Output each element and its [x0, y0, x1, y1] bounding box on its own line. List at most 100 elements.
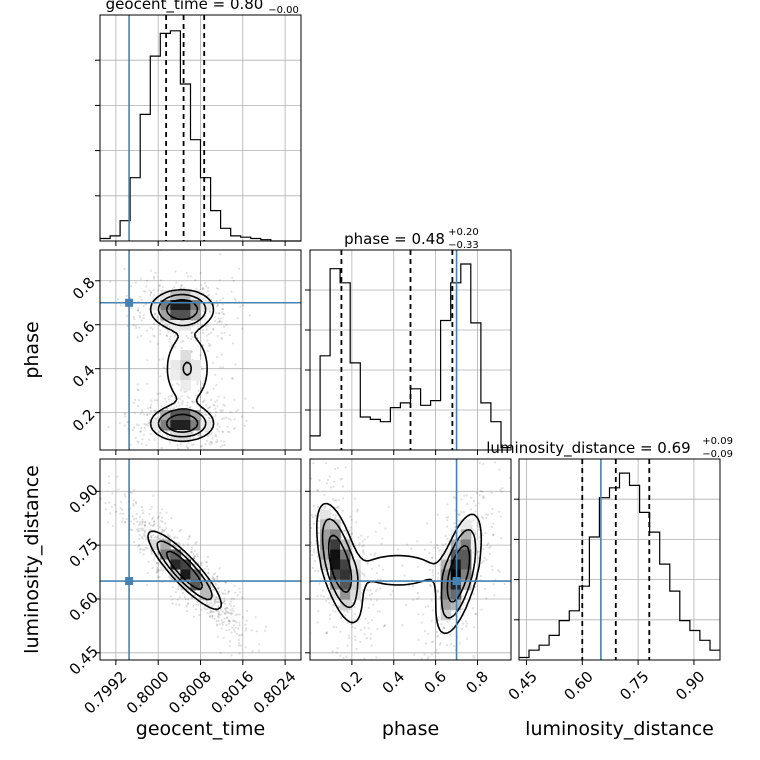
scatter-point	[228, 602, 231, 606]
scatter-point	[482, 559, 485, 563]
scatter-point	[215, 287, 219, 290]
scatter-point	[486, 513, 490, 516]
scatter-point	[343, 529, 347, 532]
scatter-point	[126, 420, 129, 423]
scatter-point	[355, 647, 358, 651]
scatter-point	[436, 630, 439, 634]
density-cell	[320, 529, 331, 540]
scatter-point	[472, 551, 475, 554]
scatter-point	[216, 399, 219, 402]
scatter-point	[484, 532, 487, 535]
scatter-point	[209, 344, 212, 347]
scatter-point	[227, 622, 231, 625]
scatter-point	[428, 552, 431, 555]
scatter-point	[178, 542, 181, 545]
scatter-point	[209, 611, 212, 614]
scatter-point	[307, 508, 309, 510]
scatter-point	[232, 427, 235, 430]
scatter-point	[305, 528, 307, 530]
scatter-point	[138, 430, 142, 433]
scatter-point	[336, 505, 339, 508]
scatter-point	[217, 312, 220, 315]
scatter-point	[117, 488, 120, 491]
scatter-point	[480, 608, 483, 611]
scatter-point	[377, 564, 381, 567]
scatter-point	[197, 455, 199, 457]
contour-level-1	[149, 288, 215, 443]
scatter-point	[315, 551, 318, 554]
scatter-point	[143, 521, 147, 524]
scatter-point	[208, 416, 211, 420]
scatter-point	[187, 441, 190, 444]
scatter-point	[363, 552, 366, 555]
scatter-point	[445, 516, 448, 519]
scatter-point	[229, 609, 232, 612]
scatter-point	[431, 571, 434, 574]
scatter-point	[356, 508, 359, 511]
scatter-point	[142, 314, 145, 317]
scatter-point	[209, 610, 212, 613]
scatter-point	[366, 588, 369, 592]
scatter-point	[423, 653, 426, 656]
scatter-point	[462, 595, 465, 598]
scatter-point	[232, 628, 235, 631]
density-cell	[190, 569, 201, 581]
scatter-point	[215, 435, 218, 438]
scatter-point	[150, 536, 153, 539]
scatter-point	[196, 600, 199, 603]
scatter-point	[213, 600, 216, 603]
scatter-point	[453, 644, 456, 648]
scatter-point	[180, 284, 183, 287]
scatter-point	[490, 525, 493, 529]
scatter-point	[490, 513, 493, 516]
scatter-point	[187, 447, 190, 450]
scatter-point	[104, 508, 108, 511]
scatter-point	[417, 613, 420, 616]
scatter-point	[196, 382, 199, 385]
scatter-point	[310, 477, 313, 480]
scatter-point	[217, 395, 220, 398]
scatter-point	[176, 536, 179, 539]
scatter-point	[152, 524, 155, 527]
scatter-point	[206, 565, 209, 568]
scatter-point	[196, 322, 199, 325]
density-cell	[330, 589, 341, 601]
scatter-point	[142, 553, 145, 556]
scatter-point	[153, 335, 156, 338]
scatter-point	[154, 312, 157, 315]
scatter-point	[144, 520, 147, 524]
scatter-point	[107, 521, 110, 524]
scatter-point	[146, 423, 149, 426]
scatter-point	[229, 604, 233, 607]
scatter-point	[234, 620, 237, 623]
scatter-point	[241, 616, 244, 619]
scatter-point	[212, 575, 215, 578]
scatter-point	[453, 526, 457, 529]
scatter-point	[223, 602, 226, 605]
scatter-point	[216, 610, 219, 613]
y-axis-label-phase: phase	[21, 321, 43, 378]
scatter-point	[465, 637, 468, 640]
scatter-point	[326, 631, 329, 634]
density-cell	[190, 410, 201, 421]
scatter-point	[401, 564, 404, 567]
scatter-point	[336, 466, 339, 469]
scatter-point	[224, 611, 227, 614]
scatter-point	[406, 543, 409, 546]
scatter-point	[146, 547, 149, 550]
scatter-point	[438, 549, 441, 552]
scatter-point	[120, 520, 124, 523]
scatter-point	[215, 601, 218, 604]
scatter-point	[140, 277, 143, 280]
scatter-point	[210, 442, 213, 445]
density-cell	[160, 310, 171, 321]
scatter-point	[158, 575, 161, 579]
scatter-point	[466, 502, 469, 506]
scatter-point	[200, 608, 203, 611]
scatter-point	[373, 554, 376, 557]
scatter-point	[366, 562, 369, 565]
scatter-point	[318, 582, 321, 585]
scatter-point	[130, 285, 133, 288]
scatter-point	[219, 319, 222, 322]
scatter-point	[228, 645, 231, 648]
